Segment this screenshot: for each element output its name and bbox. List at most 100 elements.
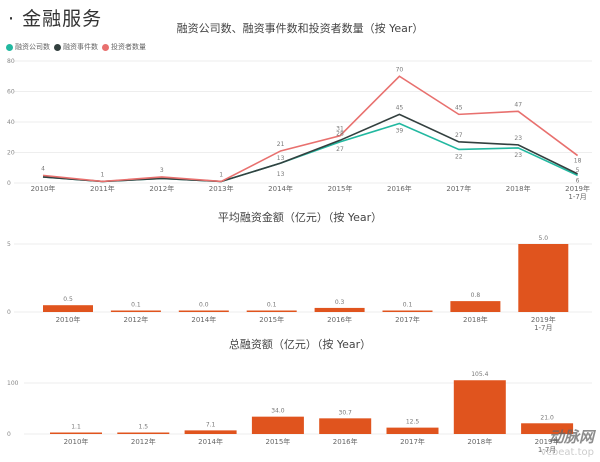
data-label: 22 (455, 153, 463, 160)
data-label: 45 (396, 104, 404, 111)
x-tick-label: 2012年 (123, 315, 148, 324)
data-label: 1 (100, 171, 104, 178)
data-label: 30.7 (339, 409, 353, 416)
bar[interactable] (386, 427, 439, 434)
x-tick-label: 2012年 (149, 184, 174, 193)
avg-financing-bar-chart: 0 5 0.5 2010年 0.1 2012年 0.0 2014年 0.1 2015年 0.3 201… (7, 235, 592, 332)
data-label: 13 (277, 171, 285, 178)
x-tick-label: 2013年 (209, 184, 234, 193)
y-tick-label: 0 (7, 431, 11, 438)
y-tick-label: 40 (7, 119, 15, 126)
bar[interactable] (110, 310, 161, 313)
data-label: 27 (336, 146, 344, 153)
bar[interactable] (251, 416, 304, 434)
data-label: 0.1 (403, 302, 413, 309)
data-label: 1.1 (71, 424, 81, 431)
legend-dot-icon (54, 43, 61, 51)
x-tick-label: 2019年 1-7月 (531, 315, 556, 332)
data-label: 21.0 (540, 414, 554, 421)
data-label: 39 (396, 128, 404, 135)
x-tick-label: 2012年 (131, 437, 156, 446)
x-tick-label: 2015年 (259, 315, 284, 324)
data-label: 31 (336, 126, 344, 133)
data-label: 5 (576, 167, 580, 174)
data-label: 12.5 (406, 419, 420, 426)
data-label: 27 (455, 132, 463, 139)
x-tick-label: 2014年 (191, 315, 216, 324)
bar[interactable] (314, 307, 365, 312)
data-label: 1 (219, 171, 223, 178)
x-tick-label: 2014年 (268, 184, 293, 193)
bar[interactable] (184, 430, 237, 434)
data-label: 21 (277, 141, 285, 148)
data-label: 23 (514, 135, 522, 142)
legend-item-events[interactable]: 融资事件数 (54, 42, 98, 52)
bar[interactable] (518, 244, 569, 312)
x-tick-label: 2016年 (327, 315, 352, 324)
bar[interactable] (450, 301, 501, 312)
legend-label: 投资者数量 (111, 43, 146, 51)
watermark-url: vcbeat.top (540, 447, 594, 458)
data-label: 5.0 (539, 235, 549, 242)
x-tick-label: 2015年 (328, 184, 353, 193)
line-chart: 0 20 40 60 80 2010年 2011年 2012年 2013年 2014年 2015年 2… (7, 58, 592, 201)
x-tick-label: 2018年 (506, 184, 531, 193)
y-tick-label: 0 (7, 309, 11, 316)
line-series[interactable] (42, 75, 579, 183)
data-label: 70 (396, 66, 404, 73)
legend-label: 融资公司数 (15, 43, 50, 51)
y-tick-label: 60 (7, 89, 15, 96)
data-label: 28 (336, 130, 344, 137)
x-tick-label: 2016年 (387, 184, 412, 193)
data-label: 0.3 (335, 299, 345, 306)
x-tick-label: 2014年 (198, 437, 223, 446)
section-title: · 金融服务 (8, 8, 103, 30)
line-chart-title: 融资公司数、融资事件数和投资者数量（按 Year） (176, 22, 424, 35)
x-tick-label: 2010年 (56, 315, 81, 324)
data-label: 18 (574, 158, 582, 165)
line-chart-legend: 融资公司数 融资事件数 投资者数量 (6, 42, 146, 52)
data-label: 23 (514, 152, 522, 159)
bar[interactable] (50, 432, 102, 435)
avg-bar-chart-title: 平均融资金额（亿元）（按 Year） (217, 211, 383, 224)
legend-dot-icon (6, 43, 13, 51)
total-bar-chart-title: 总融资额（亿元）（按 Year） (228, 338, 372, 351)
legend-label: 融资事件数 (63, 43, 98, 51)
data-label: 1.5 (139, 424, 149, 431)
data-label: 0.1 (267, 302, 277, 309)
data-label: 47 (514, 101, 522, 108)
x-tick-label: 2017年 (395, 315, 420, 324)
data-label: 34.0 (271, 408, 285, 415)
data-label: 7.1 (206, 421, 216, 428)
bar[interactable] (117, 432, 170, 435)
x-tick-label: 2017年 (446, 184, 471, 193)
data-label: 13 (277, 155, 285, 162)
y-tick-label: 0 (7, 180, 11, 187)
x-tick-label: 2011年 (90, 184, 115, 193)
x-tick-label: 2010年 (31, 184, 56, 193)
legend-item-companies[interactable]: 融资公司数 (6, 42, 50, 52)
x-tick-label: 2018年 (467, 437, 492, 446)
x-tick-label: 2018年 (463, 315, 488, 324)
bar[interactable] (521, 423, 574, 434)
x-tick-label: 2017年 (400, 437, 425, 446)
legend-item-investors[interactable]: 投资者数量 (102, 42, 146, 52)
y-tick-label: 20 (7, 150, 15, 157)
bar[interactable] (178, 310, 229, 313)
bar[interactable] (453, 380, 506, 434)
bar[interactable] (43, 305, 93, 312)
data-label: 45 (455, 104, 463, 111)
legend-dot-icon (102, 43, 109, 51)
data-label: 6 (576, 177, 580, 184)
bar[interactable] (382, 310, 433, 313)
y-tick-label: 5 (7, 241, 11, 248)
x-tick-label: 2019年 1-7月 (535, 437, 560, 454)
bar[interactable] (246, 310, 297, 313)
watermark: 动脉网 vcbeat.top (540, 426, 594, 458)
x-tick-label: 2016年 (333, 437, 358, 446)
bar[interactable] (319, 418, 372, 434)
y-tick-label: 80 (7, 58, 15, 65)
data-label: 105.4 (471, 371, 488, 378)
data-label: 0.1 (131, 302, 141, 309)
